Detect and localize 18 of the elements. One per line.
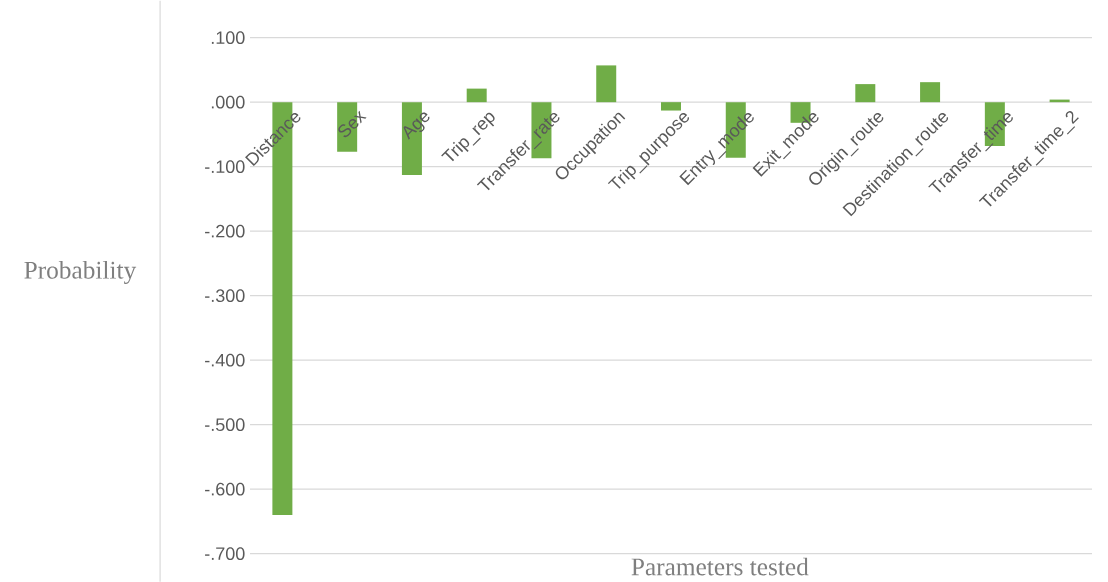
y-tick-label: -.500 [205,418,245,431]
y-tick-label: .100 [211,31,245,44]
bar [920,82,941,103]
y-tick-label: -.100 [205,160,245,173]
y-tick-label: -.700 [205,547,245,560]
y-tick-label: -.300 [205,289,245,302]
y-tick-label: .000 [211,95,245,109]
y-axis-title: Probability [24,260,137,284]
y-tick-label: -.200 [205,224,245,238]
y-tick-label: -.600 [205,482,245,496]
bar [855,83,876,103]
bar [466,88,487,103]
bar [596,65,617,103]
bar [661,102,681,111]
x-axis-title: Parameters tested [631,557,809,576]
x-tick-label: Sex [338,110,367,138]
y-tick-label: -.400 [205,353,245,367]
x-tick-label: Age [403,112,430,140]
